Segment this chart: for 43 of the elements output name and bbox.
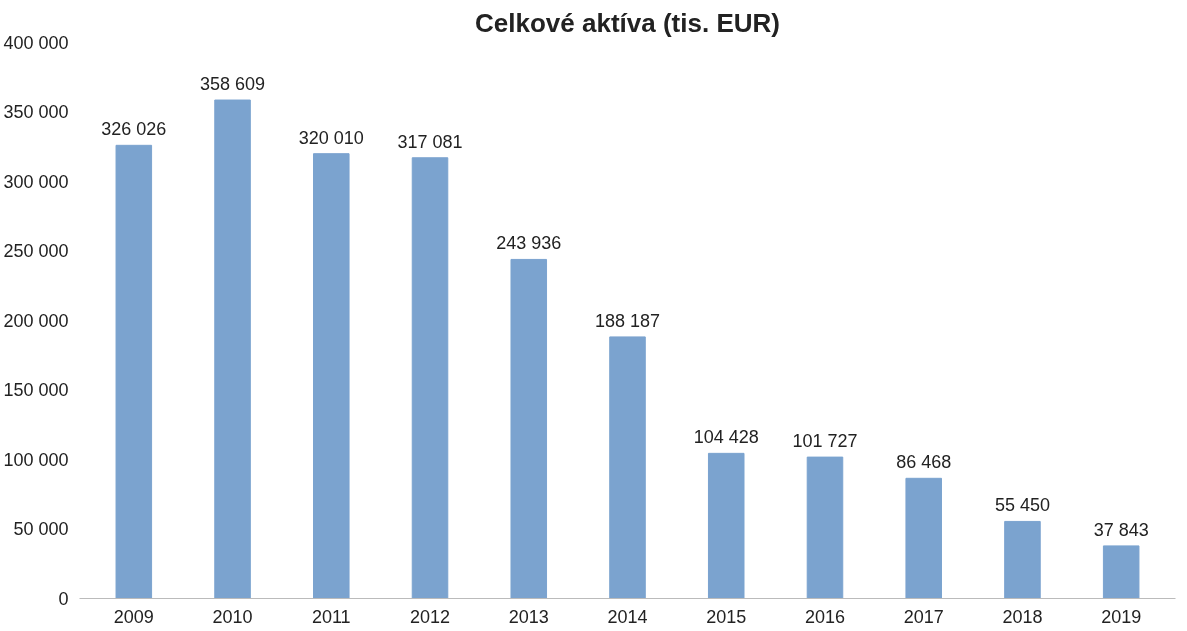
bar xyxy=(609,336,646,599)
y-tick-label: 250 000 xyxy=(3,241,69,261)
bar xyxy=(1102,545,1140,599)
bar xyxy=(806,456,844,599)
y-tick-label: 100 000 xyxy=(3,449,69,470)
chart-title: Celkové aktíva (tis. EUR) xyxy=(475,7,780,38)
y-tick-label: 350 000 xyxy=(3,102,69,122)
x-tick-label: 2011 xyxy=(311,606,351,627)
x-tick-label: 2009 xyxy=(113,606,154,627)
x-tick-label: 2014 xyxy=(607,606,648,627)
y-tick-label: 150 000 xyxy=(3,380,69,400)
x-tick-label: 2010 xyxy=(212,606,253,627)
bar xyxy=(313,153,350,599)
data-label: 86 468 xyxy=(896,452,952,473)
y-tick-label: 0 xyxy=(58,588,69,609)
bar xyxy=(214,99,251,599)
x-tick-label: 2016 xyxy=(804,606,845,627)
y-tick-label: 200 000 xyxy=(3,310,69,331)
bar xyxy=(707,452,745,599)
data-label: 326 026 xyxy=(101,119,167,140)
y-tick-label: 400 000 xyxy=(3,32,69,53)
x-tick-label: 2017 xyxy=(903,606,944,627)
y-tick-label: 50 000 xyxy=(13,519,69,539)
data-label: 358 609 xyxy=(200,74,266,95)
bar xyxy=(510,258,548,599)
bar xyxy=(115,144,153,599)
x-tick-label: 2012 xyxy=(410,606,451,627)
data-label: 104 428 xyxy=(693,427,759,448)
bar xyxy=(411,157,449,599)
x-tick-label: 2013 xyxy=(508,606,549,627)
x-tick-label: 2015 xyxy=(706,606,747,627)
x-tick-label: 2018 xyxy=(1002,606,1043,627)
y-tick-label: 300 000 xyxy=(3,171,69,192)
x-tick-label: 2019 xyxy=(1101,606,1142,627)
data-label: 243 936 xyxy=(496,233,562,254)
data-label: 188 187 xyxy=(594,310,661,331)
data-label: 55 450 xyxy=(994,495,1050,516)
bar xyxy=(1004,520,1041,599)
data-label: 317 081 xyxy=(397,131,463,152)
data-label: 320 010 xyxy=(298,127,364,148)
data-label: 37 843 xyxy=(1093,519,1149,540)
bar xyxy=(905,477,942,599)
data-label: 101 727 xyxy=(792,431,858,452)
